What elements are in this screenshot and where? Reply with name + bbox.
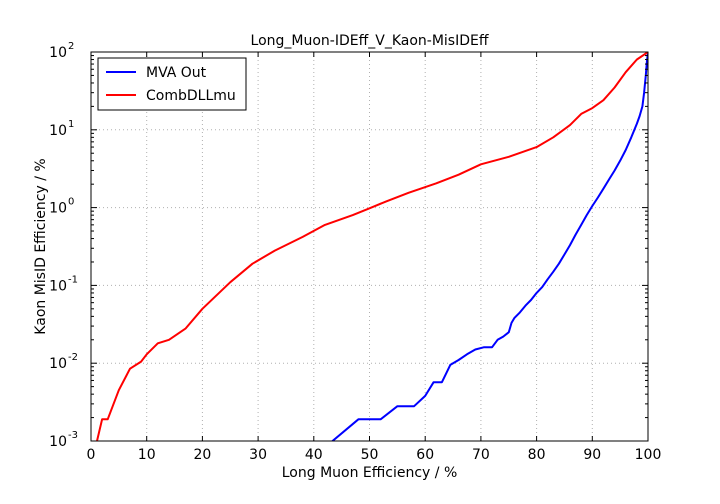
x-tick-label: 50 <box>361 447 379 463</box>
x-tick-label: 30 <box>249 447 267 463</box>
x-tick-label: 90 <box>583 447 601 463</box>
y-tick-label: 10 <box>49 356 67 372</box>
y-tick-label: 10 <box>49 278 67 294</box>
y-tick-label: 10 <box>49 201 67 217</box>
y-tick-exponent: -3 <box>68 430 78 441</box>
y-tick-exponent: -1 <box>68 274 78 285</box>
y-tick-label: 10 <box>49 123 67 139</box>
x-tick-label: 40 <box>305 447 323 463</box>
y-tick-exponent: 2 <box>68 41 74 52</box>
x-tick-label: 0 <box>87 447 96 463</box>
y-tick-exponent: 0 <box>68 197 74 208</box>
legend-label: CombDLLmu <box>146 88 236 104</box>
y-tick-label: 10 <box>49 434 67 450</box>
x-tick-label: 20 <box>193 447 211 463</box>
series-line-1 <box>95 52 648 441</box>
grid <box>91 52 648 441</box>
legend-box <box>97 57 247 111</box>
x-tick-label: 80 <box>528 447 546 463</box>
x-axis-title: Long Muon Efficiency / % <box>282 465 458 481</box>
y-axis-title: Kaon MisID Efficiency / % <box>33 158 49 334</box>
y-tick-exponent: -2 <box>68 352 78 363</box>
legend: MVA Out CombDLLmu <box>97 57 247 111</box>
x-tick-label: 100 <box>635 447 662 463</box>
x-tick-label: 60 <box>416 447 434 463</box>
series-layer <box>95 52 648 441</box>
y-tick-exponent: 1 <box>68 119 74 130</box>
x-tick-label: 70 <box>472 447 490 463</box>
series-line-0 <box>330 52 648 441</box>
chart-title: Long_Muon-IDEff_V_Kaon-MisIDEff <box>251 33 489 49</box>
y-tick-label: 10 <box>49 45 67 61</box>
x-tick-label: 10 <box>138 447 156 463</box>
legend-label: MVA Out <box>146 65 207 81</box>
